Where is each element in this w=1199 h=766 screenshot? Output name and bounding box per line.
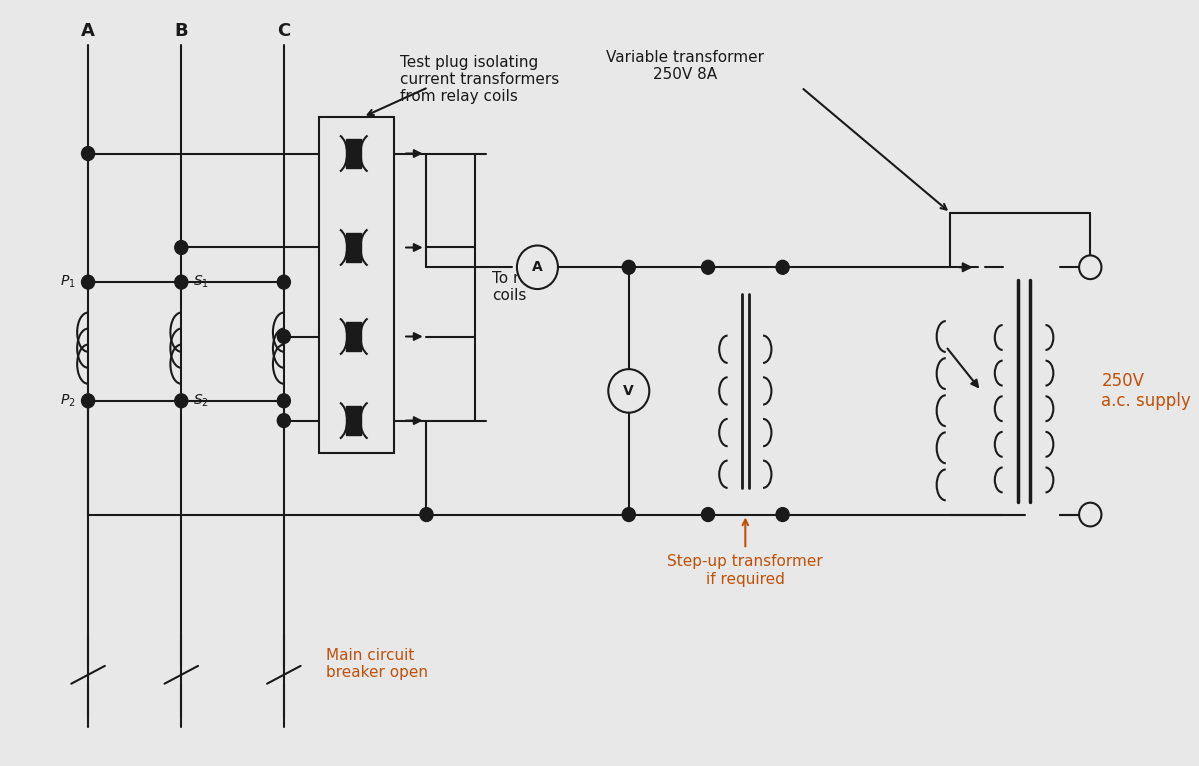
Circle shape: [82, 146, 95, 160]
Bar: [347, 139, 361, 169]
Circle shape: [776, 260, 789, 274]
Text: 250V
a.c. supply: 250V a.c. supply: [1102, 372, 1191, 411]
Text: To relay
coils: To relay coils: [492, 271, 550, 303]
Circle shape: [175, 275, 188, 289]
Circle shape: [1079, 502, 1102, 526]
Bar: [347, 233, 361, 262]
Text: A: A: [82, 21, 95, 40]
Bar: [319, 117, 393, 453]
Circle shape: [622, 508, 635, 522]
Text: $S_1$: $S_1$: [193, 274, 210, 290]
Text: $S_2$: $S_2$: [193, 393, 210, 409]
Circle shape: [608, 369, 650, 413]
Text: A: A: [532, 260, 543, 274]
Text: Step-up transformer
if required: Step-up transformer if required: [668, 554, 824, 587]
Circle shape: [420, 508, 433, 522]
Bar: [347, 322, 361, 352]
Circle shape: [277, 329, 290, 343]
Circle shape: [277, 394, 290, 408]
Text: Main circuit
breaker open: Main circuit breaker open: [326, 648, 428, 680]
Text: B: B: [175, 21, 188, 40]
Text: Test plug isolating
current transformers
from relay coils: Test plug isolating current transformers…: [400, 54, 560, 104]
Text: C: C: [277, 21, 290, 40]
Circle shape: [82, 394, 95, 408]
Circle shape: [517, 246, 558, 289]
Text: V: V: [623, 384, 634, 398]
Circle shape: [701, 508, 715, 522]
Circle shape: [277, 414, 290, 427]
Text: Variable transformer
250V 8A: Variable transformer 250V 8A: [605, 50, 764, 82]
Circle shape: [701, 260, 715, 274]
Bar: [347, 406, 361, 435]
Circle shape: [1079, 255, 1102, 279]
Circle shape: [776, 508, 789, 522]
Circle shape: [82, 275, 95, 289]
Circle shape: [175, 241, 188, 254]
Text: $P_1$: $P_1$: [60, 274, 76, 290]
Circle shape: [277, 275, 290, 289]
Text: $P_2$: $P_2$: [60, 393, 76, 409]
Circle shape: [175, 394, 188, 408]
Circle shape: [622, 260, 635, 274]
